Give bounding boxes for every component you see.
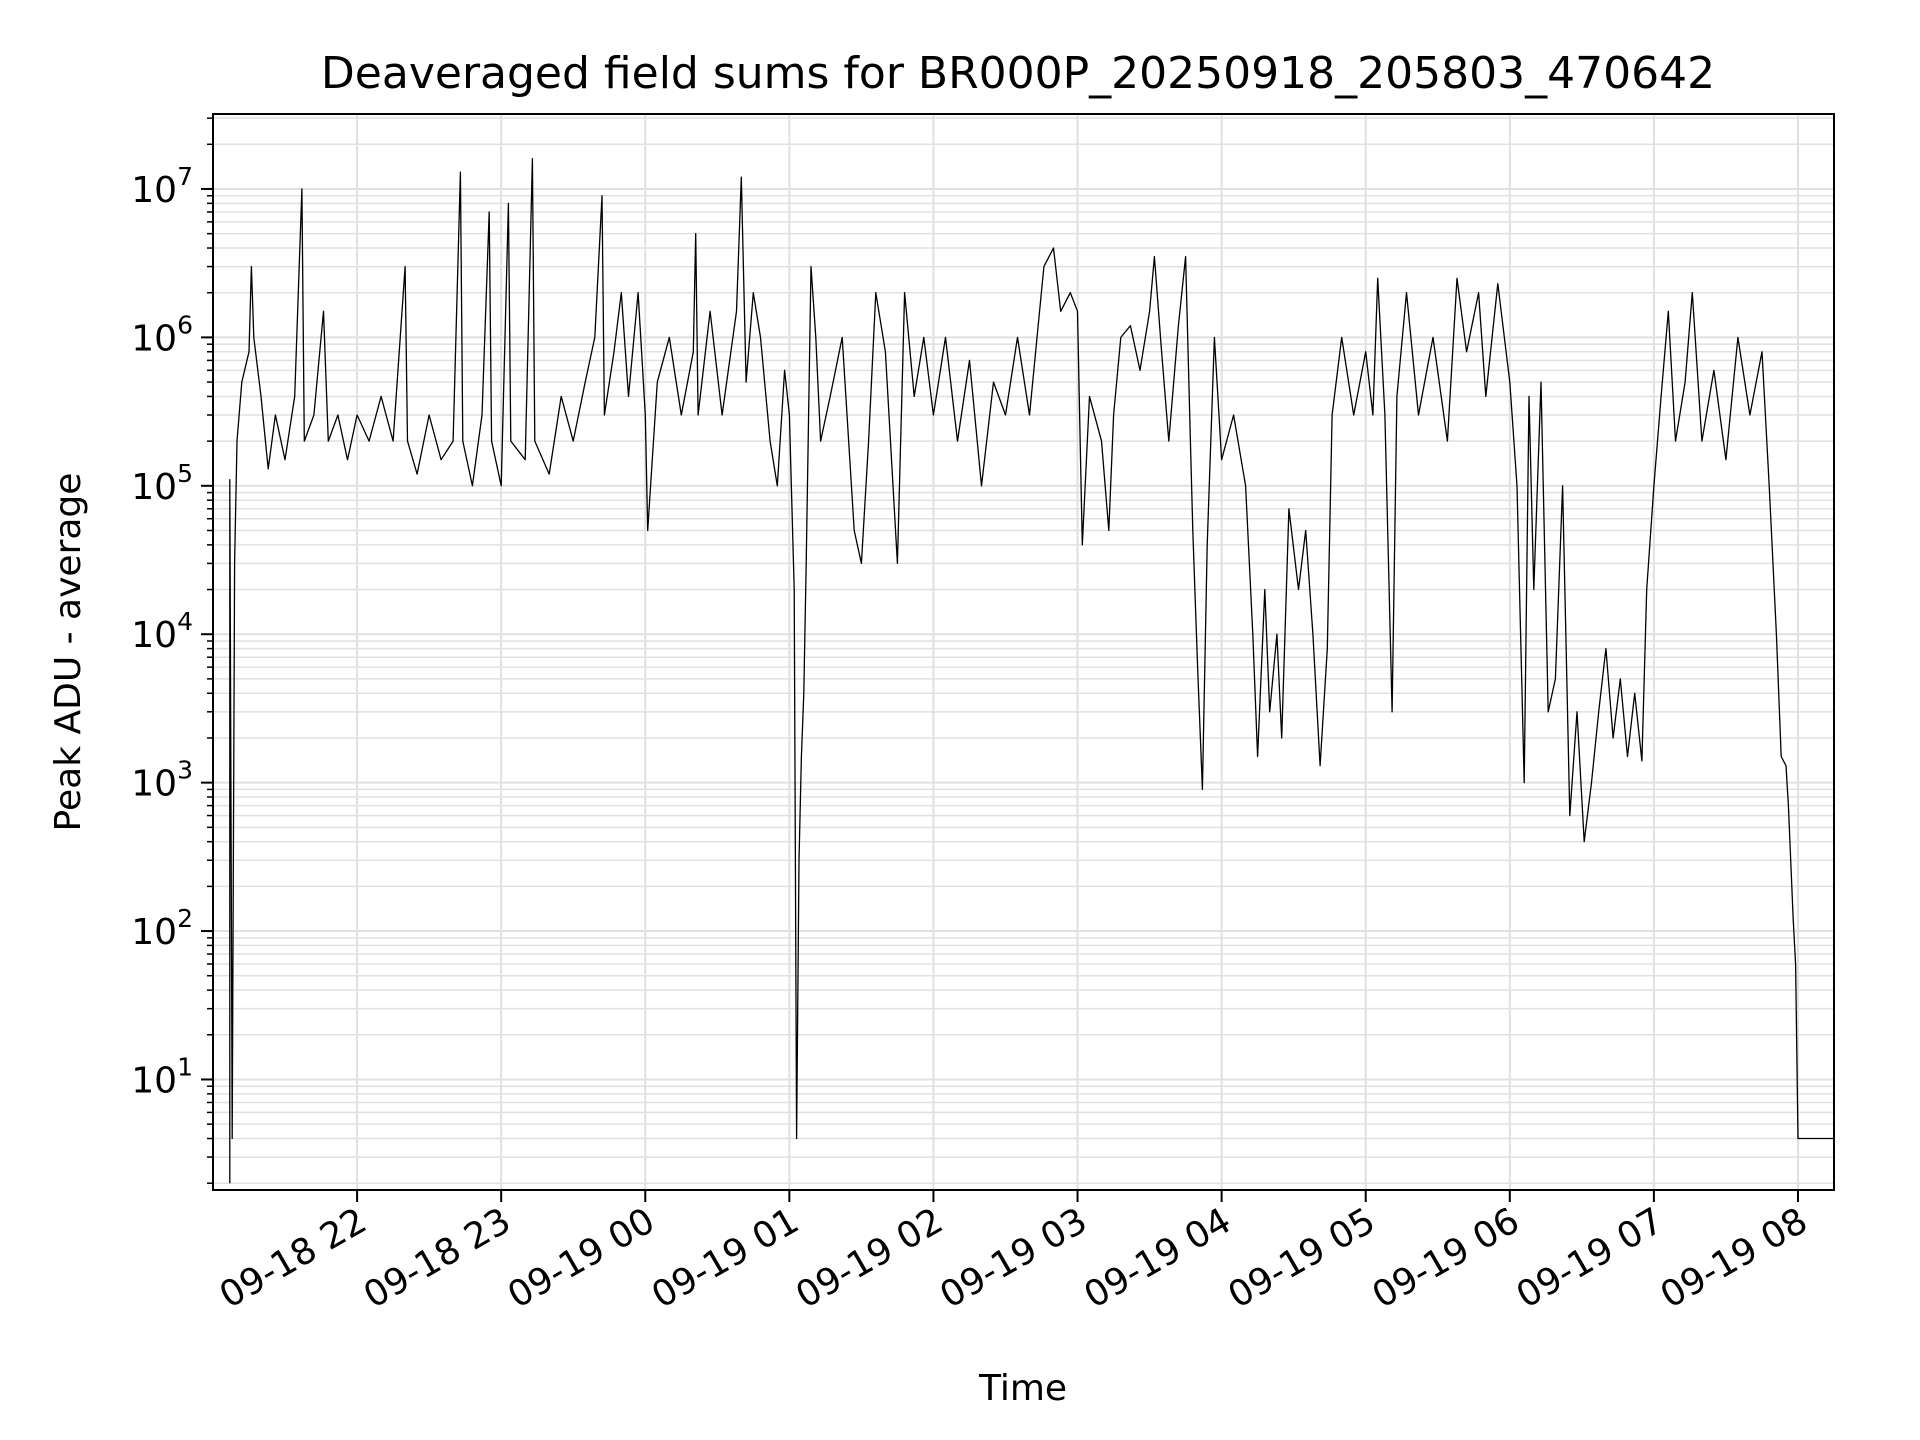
y-tick-label: 101 <box>131 1052 193 1101</box>
y-axis-label: Peak ADU - average <box>48 473 89 832</box>
chart-title: Deaveraged field sums for BR000P_2025091… <box>321 48 1715 99</box>
x-tick-label: 09-19 03 <box>933 1200 1094 1316</box>
y-tick-label: 104 <box>131 607 193 656</box>
x-tick-label: 09-19 01 <box>645 1200 806 1316</box>
x-tick-label: 09-18 23 <box>357 1200 518 1316</box>
grid <box>213 114 1834 1190</box>
y-tick-label: 106 <box>131 310 193 359</box>
x-tick-label: 09-19 06 <box>1366 1200 1527 1316</box>
y-tick-label: 102 <box>131 904 193 953</box>
y-tick-label: 105 <box>131 459 193 508</box>
x-tick-label: 09-18 22 <box>213 1200 374 1316</box>
y-tick-label: 103 <box>131 756 193 805</box>
x-tick-label: 09-19 04 <box>1077 1200 1238 1316</box>
y-axis-ticks: 101 102 103 104 105 106 107 <box>131 117 213 1184</box>
x-axis-label: Time <box>978 1368 1067 1409</box>
x-tick-label: 09-19 02 <box>789 1200 950 1316</box>
x-tick-label: 09-19 08 <box>1654 1200 1815 1316</box>
x-tick-label: 09-19 05 <box>1222 1200 1383 1316</box>
x-tick-label: 09-19 07 <box>1510 1200 1671 1316</box>
y-tick-label: 107 <box>131 162 193 211</box>
x-tick-label: 09-19 00 <box>501 1200 662 1316</box>
plot-frame <box>212 113 1835 1191</box>
series-line <box>229 158 1834 1184</box>
